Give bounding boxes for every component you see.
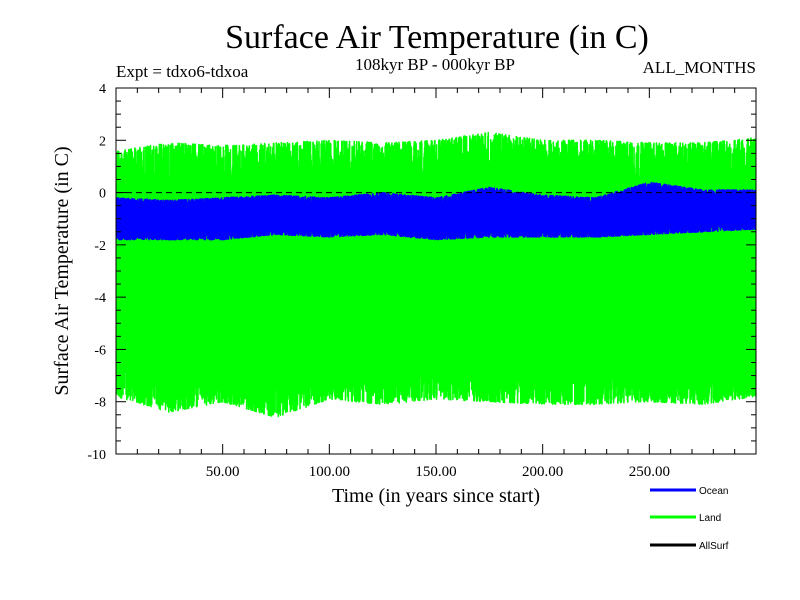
x-tick-label: 100.00: [309, 464, 350, 480]
chart-title: Surface Air Temperature (in C): [225, 19, 649, 56]
x-tick-label: 50.00: [206, 464, 240, 480]
legend: Ocean Land AllSurf: [650, 486, 729, 552]
x-tick-label: 150.00: [415, 464, 456, 480]
series-land-line: [116, 131, 756, 418]
y-tick-label: -4: [94, 291, 106, 306]
series-layer: [116, 131, 756, 418]
legend-label-allsurf: AllSurf: [699, 541, 729, 552]
x-tick-label: 250.00: [629, 464, 670, 480]
legend-label-land: Land: [699, 513, 721, 524]
months-label: ALL_MONTHS: [643, 58, 756, 77]
y-tick-label: -10: [87, 448, 106, 463]
series-ocean-line: [116, 181, 756, 241]
experiment-label: Expt = tdxo6-tdxoa: [116, 62, 249, 81]
y-tick-label: 0: [99, 187, 106, 202]
x-tick-label: 200.00: [522, 464, 563, 480]
y-axis-label: Surface Air Temperature (in C): [51, 146, 73, 395]
legend-label-ocean: Ocean: [699, 486, 728, 497]
y-tick-label: 4: [99, 82, 106, 97]
y-tick-label: -8: [94, 396, 106, 411]
y-tick-label: -2: [94, 239, 106, 254]
chart-subtitle: 108kyr BP - 000kyr BP: [355, 55, 515, 74]
y-tick-label: 2: [99, 134, 106, 149]
y-tick-label: -6: [94, 343, 106, 358]
axis-ticks: 4 2 0 -2 -4 -6 -8 -10 50.00 100.00 150.00 200.00 250…: [87, 82, 756, 480]
x-axis-label: Time (in years since start): [332, 485, 540, 507]
